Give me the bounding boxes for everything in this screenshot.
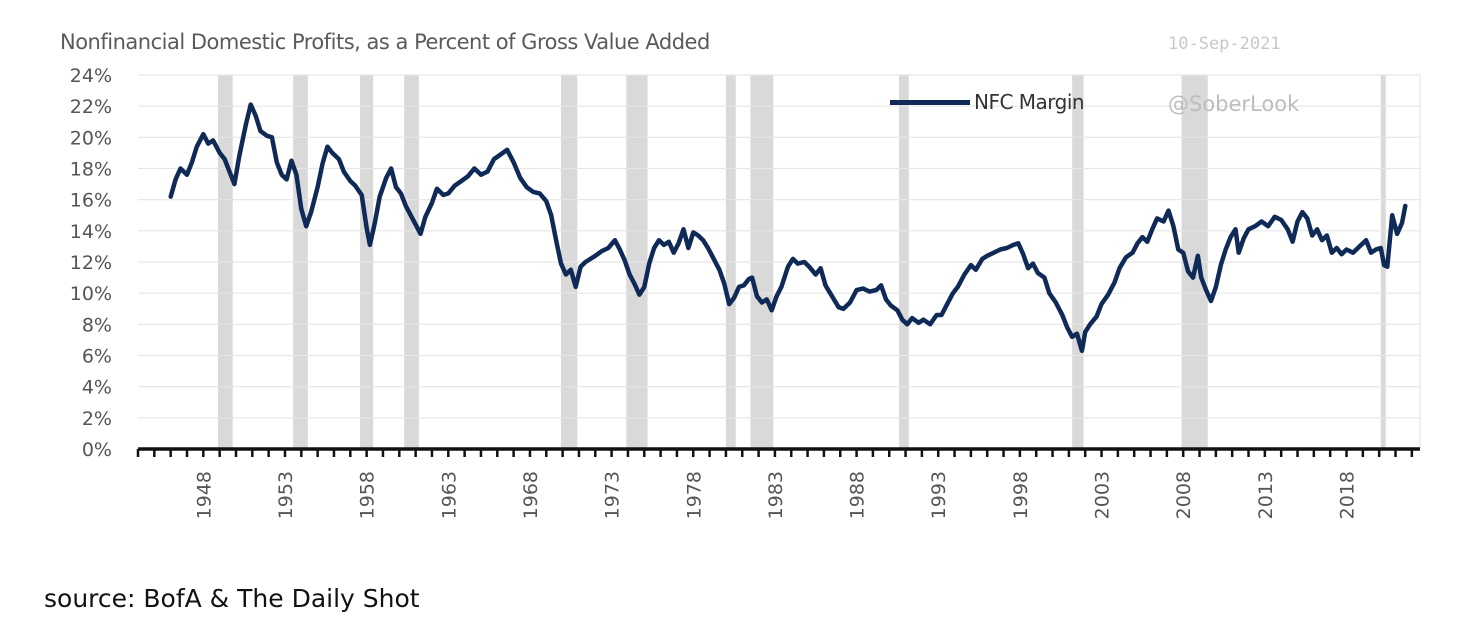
x-tick-label: 1948 bbox=[193, 471, 215, 519]
x-tick-label: 2018 bbox=[1337, 471, 1359, 519]
y-tick-label: 24% bbox=[70, 65, 112, 87]
x-tick-label: 2008 bbox=[1173, 471, 1195, 519]
x-tick-label: 1958 bbox=[357, 471, 379, 519]
source-note: source: BofA & The Daily Shot bbox=[44, 584, 420, 613]
y-tick-label: 4% bbox=[82, 377, 112, 399]
y-tick-label: 6% bbox=[82, 346, 112, 368]
x-tick-label: 1998 bbox=[1010, 471, 1032, 519]
y-tick-label: 0% bbox=[82, 439, 112, 461]
x-tick-label: 1988 bbox=[847, 471, 869, 519]
watermark: @SoberLook bbox=[1168, 92, 1300, 116]
y-tick-label: 16% bbox=[70, 190, 112, 212]
y-axis: 0% 2% 4% 6% 8% 10% 12% 14% 16% 18% 20% 22% 24% bbox=[70, 65, 112, 461]
y-tick-label: 20% bbox=[70, 127, 112, 149]
legend-label-nfc-margin: NFC Margin bbox=[974, 90, 1085, 114]
x-axis bbox=[136, 447, 1420, 457]
x-tick-label: 1968 bbox=[520, 471, 542, 519]
x-tick-label: 1963 bbox=[438, 471, 460, 519]
x-tick-label: 1978 bbox=[683, 471, 705, 519]
y-tick-label: 2% bbox=[82, 408, 112, 430]
series-line-nfc-margin bbox=[168, 102, 1408, 354]
x-tick-label: 1993 bbox=[928, 471, 950, 519]
legend: NFC Margin bbox=[890, 90, 1085, 114]
x-tick-label: 1983 bbox=[765, 471, 787, 519]
legend-swatch-nfc-margin bbox=[890, 99, 970, 105]
date-stamp: 10-Sep-2021 bbox=[1168, 34, 1281, 54]
x-axis-labels: 1948 1953 1958 1963 1968 1973 1978 1983 1988 1993… bbox=[193, 471, 1358, 519]
y-tick-label: 14% bbox=[70, 221, 112, 243]
series-layer bbox=[168, 102, 1408, 354]
x-tick-label: 1953 bbox=[275, 471, 297, 519]
x-tick-label: 2003 bbox=[1092, 471, 1114, 519]
x-tick-label: 2013 bbox=[1255, 471, 1277, 519]
chart-title: Nonfinancial Domestic Profits, as a Perc… bbox=[60, 30, 710, 54]
y-tick-label: 18% bbox=[70, 159, 112, 181]
y-tick-label: 8% bbox=[82, 314, 112, 336]
chart-plot: 0%2%4%6%8%10%12%14%16%18%20%22%24% 1948 1… bbox=[70, 65, 1421, 519]
y-tick-label: 10% bbox=[70, 283, 112, 305]
x-tick-label: 1973 bbox=[602, 471, 624, 519]
y-tick-label: 22% bbox=[70, 96, 112, 118]
y-tick-label: 12% bbox=[70, 252, 112, 274]
chart-container: 0% 2% 4% 6% 8% 10% 12% 14% 16% 18% 20% 22% 24% 1948 1… bbox=[60, 30, 1421, 519]
gridlines bbox=[138, 74, 1421, 449]
